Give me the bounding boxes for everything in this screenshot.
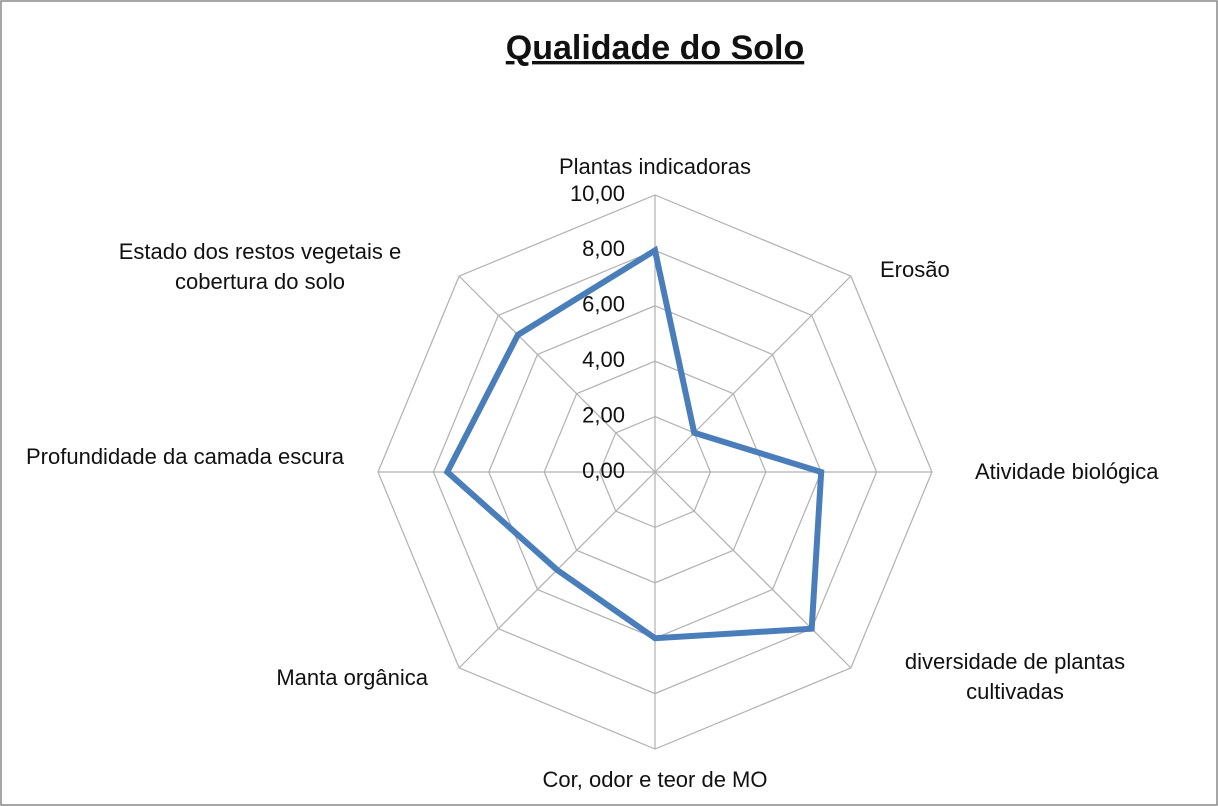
tick-label: 8,00	[582, 236, 625, 261]
tick-label: 6,00	[582, 292, 625, 317]
tick-label: 0,00	[582, 458, 625, 483]
tick-label: 2,00	[582, 402, 625, 427]
category-label: Plantas indicadoras	[558, 154, 751, 179]
tick-label: 10,00	[570, 181, 625, 206]
spoke	[654, 275, 852, 473]
category-label: Erosão	[880, 257, 950, 282]
category-label: Atividade biológica	[975, 459, 1159, 484]
category-label: diversidade de plantas cultivadas	[904, 649, 1126, 704]
series-line	[443, 245, 825, 642]
category-label: Estado dos restos vegetais e cobertura d…	[118, 239, 402, 294]
category-label: Cor, odor e teor de MO	[542, 767, 768, 792]
chart-title: Qualidade do Solo	[506, 29, 804, 67]
category-label: Manta orgânica	[276, 665, 428, 690]
spoke	[458, 275, 656, 473]
spoke	[654, 471, 852, 669]
category-label: Profundidade da camada escura	[26, 444, 344, 469]
tick-label: 4,00	[582, 347, 625, 372]
